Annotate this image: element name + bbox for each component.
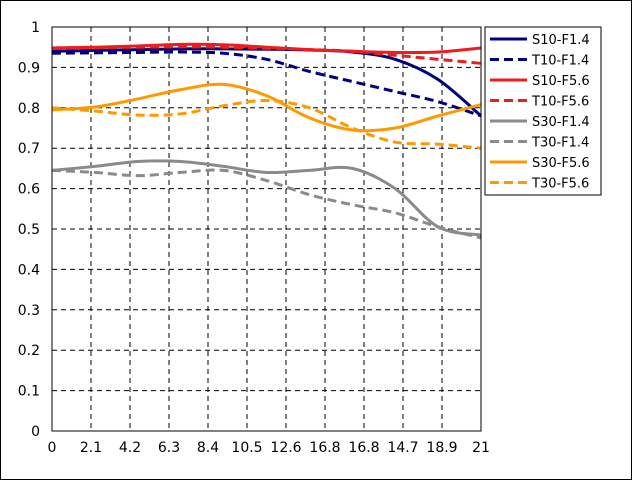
series-lines: [51, 42, 482, 240]
series-line-t10-f5-6: [51, 45, 482, 65]
x-axis-tick-labels: 0 2.1 4.2 6.3 8.4 10.5 12.6 16.8 16.8 14.7 18.9 21: [48, 440, 490, 456]
series-line-t30-f1-4: [51, 168, 482, 240]
plot-area-border: [51, 26, 482, 432]
legend-label: S30-F1.4: [532, 115, 590, 130]
x-tick-label: 21: [472, 440, 490, 456]
x-tick-label: 10.5: [231, 440, 262, 456]
series-line-s30-f5-6: [51, 82, 482, 133]
series-line-t10-f1-4: [51, 50, 482, 118]
legend-label: T10-F1.4: [531, 54, 589, 69]
y-tick-label: 1: [31, 20, 40, 36]
y-tick-label: 0.9: [18, 60, 40, 76]
y-axis-tick-labels: 0 0.1 0.2 0.3 0.4 0.5 0.6 0.7 0.8 0.9 1: [18, 20, 40, 440]
x-tick-label: 16.8: [309, 440, 340, 456]
y-tick-label: 0.5: [18, 222, 40, 238]
legend-box: [484, 26, 602, 196]
legend-label: S10-F5.6: [532, 74, 590, 89]
x-tick-label: 4.2: [119, 440, 141, 456]
y-tick-label: 0.6: [18, 182, 40, 198]
legend: S10-F1.4 T10-F1.4 S10-F5.6 T10-F5.6 S30-F1.4…: [484, 26, 602, 196]
x-tick-label: 8.4: [197, 440, 219, 456]
y-tick-label: 0.3: [18, 303, 40, 319]
series-line-s30-f1-4: [51, 159, 482, 237]
x-tick-label: 12.6: [270, 440, 301, 456]
legend-label: S30-F5.6: [532, 156, 590, 171]
y-tick-label: 0.8: [18, 101, 40, 117]
x-tick-label: 2.1: [80, 440, 102, 456]
y-tick-label: 0: [31, 424, 40, 440]
x-tick-label: 6.3: [158, 440, 180, 456]
y-tick-label: 0.1: [18, 384, 40, 400]
legend-label: T30-F5.6: [531, 177, 589, 192]
y-tick-label: 0.7: [18, 141, 40, 157]
y-tick-label: 0.4: [18, 262, 40, 278]
x-tick-label: 18.9: [426, 440, 457, 456]
series-line-t30-f5-6: [51, 99, 482, 150]
legend-label: S10-F1.4: [532, 33, 590, 48]
x-tick-label: 16.8: [348, 440, 379, 456]
y-tick-label: 0.2: [18, 343, 40, 359]
legend-label: T10-F5.6: [531, 95, 589, 110]
legend-label: T30-F1.4: [531, 136, 589, 151]
x-tick-label: 0: [48, 440, 57, 456]
gridlines: [52, 27, 481, 431]
x-tick-label: 14.7: [387, 440, 418, 456]
